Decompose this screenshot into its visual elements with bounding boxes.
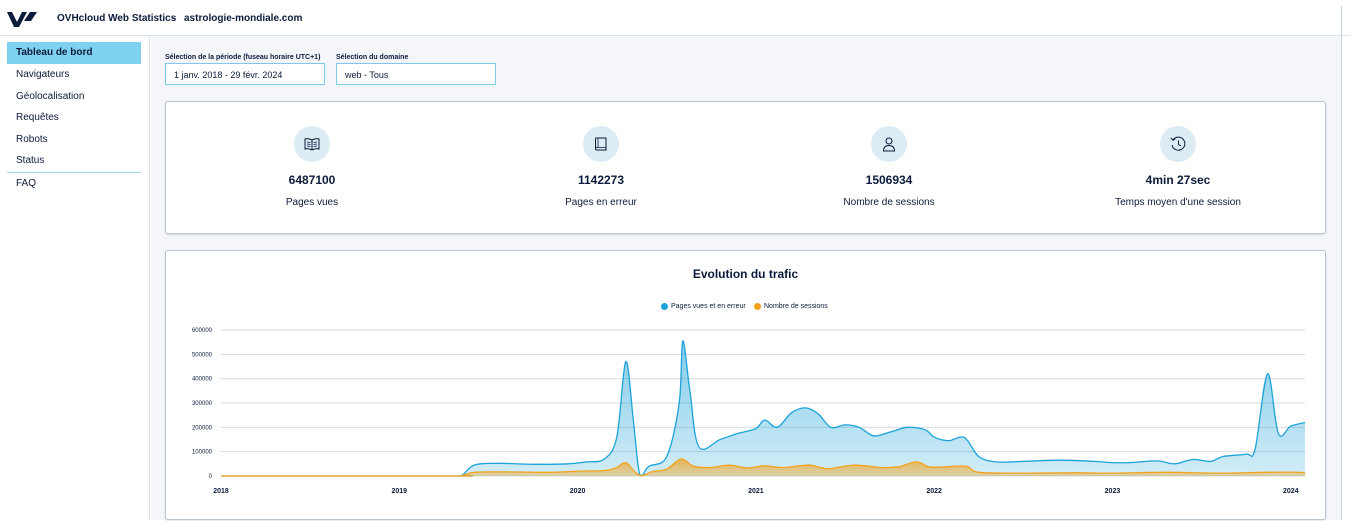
stat-error-pages: 1142273 Pages en erreur xyxy=(457,102,745,232)
sidebar-item-dashboard[interactable]: Tableau de bord xyxy=(7,42,141,64)
x-tick-label: 2024 xyxy=(1283,488,1299,495)
legend-label: Pages vues et en erreur xyxy=(671,303,746,310)
x-tick-label: 2023 xyxy=(1105,488,1121,495)
stat-value: 6487100 xyxy=(288,173,336,187)
traffic-chart: 0 100000 200000 300000 400000 500000 600000 201… xyxy=(192,328,1306,495)
sidebar-item-geolocation[interactable]: Géolocalisation xyxy=(16,91,85,102)
stats-card: 6487100 Pages vues 1142273 Pages en erre… xyxy=(165,101,1326,234)
window-edge xyxy=(1341,6,1342,520)
x-tick-label: 2019 xyxy=(392,488,408,495)
series-line xyxy=(220,340,1306,477)
domain-selector[interactable]: web - Tous xyxy=(336,63,496,85)
period-selector[interactable]: 1 janv. 2018 - 29 févr. 2024 xyxy=(165,63,325,85)
series-area xyxy=(221,458,1305,476)
stat-icon-circle xyxy=(294,126,330,162)
legend-item-sessions[interactable]: Nombre de sessions xyxy=(754,303,828,310)
legend-item-page-views[interactable]: Pages vues et en erreur xyxy=(661,303,746,310)
stat-avg-session-time: 4min 27sec Temps moyen d'une session xyxy=(1034,102,1322,232)
x-tick-label: 2021 xyxy=(748,488,764,495)
ovhcloud-logo[interactable] xyxy=(6,9,38,29)
sidebar: Tableau de bord Navigateurs Géolocalisat… xyxy=(0,36,150,520)
clock-history-icon xyxy=(1170,136,1186,151)
stat-value: 1506934 xyxy=(865,173,913,187)
legend-label: Nombre de sessions xyxy=(764,303,828,310)
stat-label: Temps moyen d'une session xyxy=(1115,197,1241,208)
stat-label: Nombre de sessions xyxy=(843,197,935,208)
closed-book-icon xyxy=(595,137,607,151)
stat-label: Pages en erreur xyxy=(565,197,637,208)
x-tick-label: 2022 xyxy=(926,488,942,495)
title-separator: - xyxy=(172,13,176,24)
sidebar-item-browsers[interactable]: Navigateurs xyxy=(16,69,70,80)
domain-name: astrologie-mondiale.com xyxy=(184,13,303,24)
sidebar-item-requests[interactable]: Requêtes xyxy=(16,112,59,123)
legend-dot xyxy=(754,303,761,310)
stat-value: 4min 27sec xyxy=(1145,173,1211,187)
y-tick-label: 200000 xyxy=(192,425,213,431)
y-tick-label: 100000 xyxy=(192,450,213,456)
stat-label: Pages vues xyxy=(285,197,339,208)
sidebar-item-robots[interactable]: Robots xyxy=(16,134,48,145)
app-title: OVHcloud Web Statistics xyxy=(57,13,177,24)
y-tick-label: 500000 xyxy=(192,352,213,358)
sidebar-item-status[interactable]: Status xyxy=(16,155,45,166)
y-tick-label: 600000 xyxy=(192,328,213,334)
open-book-icon xyxy=(304,138,320,151)
top-bar: OVHcloud Web Statistics - astrologie-mon… xyxy=(0,0,1351,36)
stat-value: 1142273 xyxy=(577,173,625,187)
stat-icon-circle xyxy=(871,126,907,162)
stat-icon-circle xyxy=(1160,126,1196,162)
person-icon xyxy=(882,137,896,152)
y-tick-label: 300000 xyxy=(192,401,213,407)
series-line xyxy=(220,458,1306,477)
y-tick-label: 0 xyxy=(209,474,213,480)
stat-page-views: 6487100 Pages vues xyxy=(168,102,456,232)
legend-dot xyxy=(661,303,668,310)
period-label: Sélection de la période (fuseau horaire … xyxy=(165,54,321,61)
stat-icon-circle xyxy=(583,126,619,162)
domain-label: Sélection du domaine xyxy=(336,54,409,61)
series-area xyxy=(221,340,1305,476)
traffic-chart-card: Evolution du trafic Pages vues et en err… xyxy=(165,250,1326,520)
chart-title: Evolution du trafic xyxy=(692,267,799,281)
sidebar-divider xyxy=(7,172,141,173)
x-tick-label: 2020 xyxy=(570,488,586,495)
stat-sessions: 1506934 Nombre de sessions xyxy=(745,102,1033,232)
x-tick-label: 2018 xyxy=(213,488,229,495)
main-content: Sélection de la période (fuseau horaire … xyxy=(151,36,1341,520)
y-tick-label: 400000 xyxy=(192,377,213,383)
sidebar-item-faq[interactable]: FAQ xyxy=(16,178,37,189)
